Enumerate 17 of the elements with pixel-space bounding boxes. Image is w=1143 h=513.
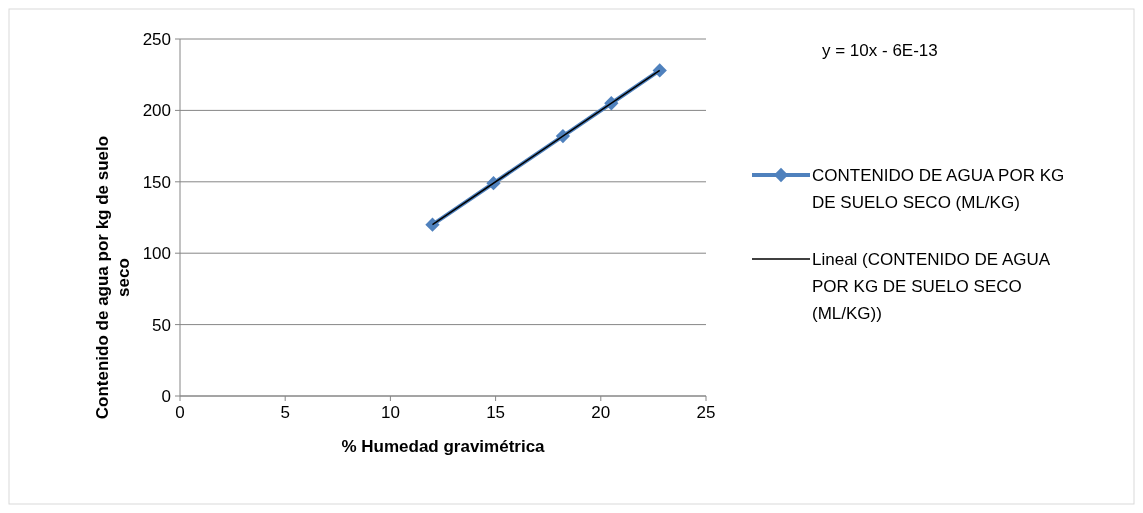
- y-tick-label: 0: [161, 386, 171, 406]
- x-tick-label: 5: [280, 403, 290, 422]
- legend-label: CONTENIDO DE AGUA POR KG DE SUELO SECO (ML/KG): [812, 165, 1065, 212]
- x-tick-label: 20: [591, 403, 611, 422]
- y-tick-label: 150: [142, 172, 171, 192]
- text: y = 10x - 6E-13: [822, 41, 938, 60]
- y-tick-label: 200: [142, 101, 171, 121]
- y-tick-label: 250: [142, 29, 171, 49]
- legend-label: Lineal (CONTENIDO DE AGUA POR KG DE SUELO SECO (ML/KG)): [812, 249, 1051, 323]
- x-tick-label: 15: [486, 403, 506, 422]
- x-tick-label: 10: [380, 403, 400, 422]
- x-axis-title: % Humedad gravimétrica: [341, 437, 546, 456]
- x-tick-label: 25: [696, 403, 716, 422]
- x-tick-label: 0: [175, 403, 185, 422]
- y-tick-label: 100: [142, 244, 171, 264]
- y-axis-title: Contenido de agua por kg de suelo seco: [93, 135, 133, 420]
- y-tick-label: 50: [152, 315, 171, 335]
